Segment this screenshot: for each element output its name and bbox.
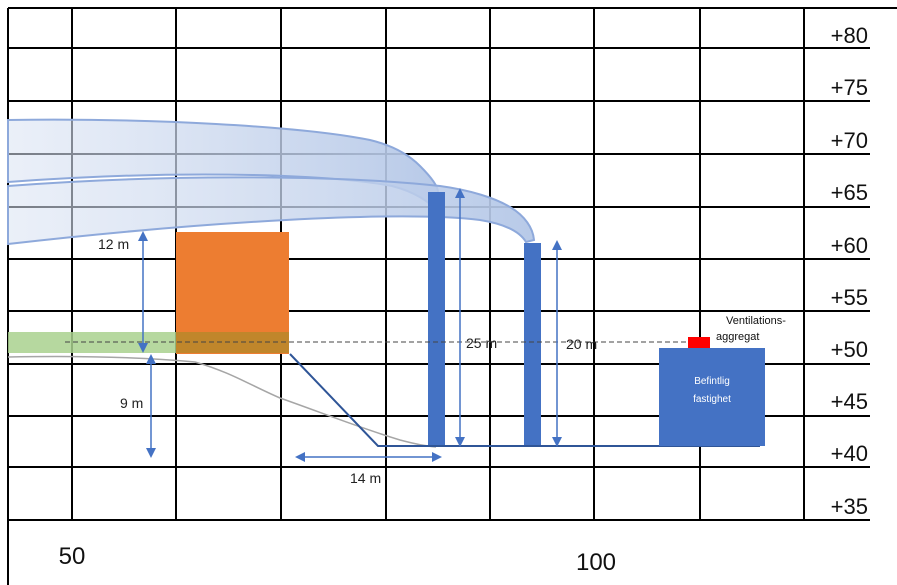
dim-label-14m: 14 m — [350, 470, 381, 486]
dimension-arrows — [138, 188, 562, 462]
elevation-label: +65 — [831, 180, 868, 205]
existing-building — [659, 348, 765, 446]
elevation-label: +55 — [831, 285, 868, 310]
grid — [7, 7, 897, 585]
chimney-tall — [428, 192, 445, 447]
dim-label-20m: 20 m — [566, 336, 597, 352]
elevation-label: +80 — [831, 23, 868, 48]
elevation-label: +75 — [831, 75, 868, 100]
existing-building-label-line1: Befintlig — [694, 376, 730, 387]
proposed-building-overlap — [176, 332, 289, 353]
dim-label-12m: 12 m — [98, 236, 129, 252]
plumes — [7, 118, 536, 246]
ventilation-unit — [688, 337, 710, 348]
elevation-label: +50 — [831, 337, 868, 362]
upper-plume — [7, 118, 439, 215]
elevation-label: +60 — [831, 233, 868, 258]
elevation-label: +70 — [831, 128, 868, 153]
x-tick-label: 100 — [576, 549, 616, 576]
ventilation-label-line2: aggregat — [716, 331, 759, 343]
ground-line — [289, 353, 760, 447]
existing-building-label-line2: fastighet — [693, 394, 731, 405]
elevation-label: +40 — [831, 441, 868, 466]
chimney-short — [524, 243, 541, 447]
x-tick-label: 50 — [59, 543, 86, 570]
elevation-labels: +80 +75 +70 +65 +60 +55 +50 +45 +40 +35 — [831, 23, 868, 519]
elevation-label: +35 — [831, 494, 868, 519]
terrain-profile — [7, 355, 437, 448]
dim-label-9m: 9 m — [120, 395, 143, 411]
dim-label-25m: 25 m — [466, 335, 497, 351]
elevation-label: +45 — [831, 389, 868, 414]
lower-plume — [7, 176, 536, 246]
ventilation-label-line1: Ventilations- — [726, 315, 786, 327]
